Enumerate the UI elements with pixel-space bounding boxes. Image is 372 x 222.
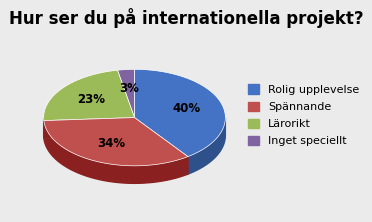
Polygon shape: [44, 118, 188, 166]
Polygon shape: [44, 118, 135, 138]
Text: 23%: 23%: [77, 93, 105, 106]
Text: 40%: 40%: [172, 102, 201, 115]
Polygon shape: [44, 70, 135, 121]
Legend: Rolig upplevelse, Spännande, Lärorikt, Inget speciellt: Rolig upplevelse, Spännande, Lärorikt, I…: [246, 82, 362, 149]
Polygon shape: [135, 118, 188, 174]
Text: Hur ser du på internationella projekt?: Hur ser du på internationella projekt?: [9, 8, 363, 28]
Text: 3%: 3%: [119, 82, 140, 95]
Polygon shape: [118, 69, 135, 118]
Polygon shape: [44, 121, 188, 183]
Text: 34%: 34%: [97, 137, 125, 150]
Polygon shape: [44, 118, 135, 138]
Polygon shape: [135, 69, 225, 157]
Polygon shape: [135, 118, 188, 174]
Polygon shape: [188, 118, 225, 174]
